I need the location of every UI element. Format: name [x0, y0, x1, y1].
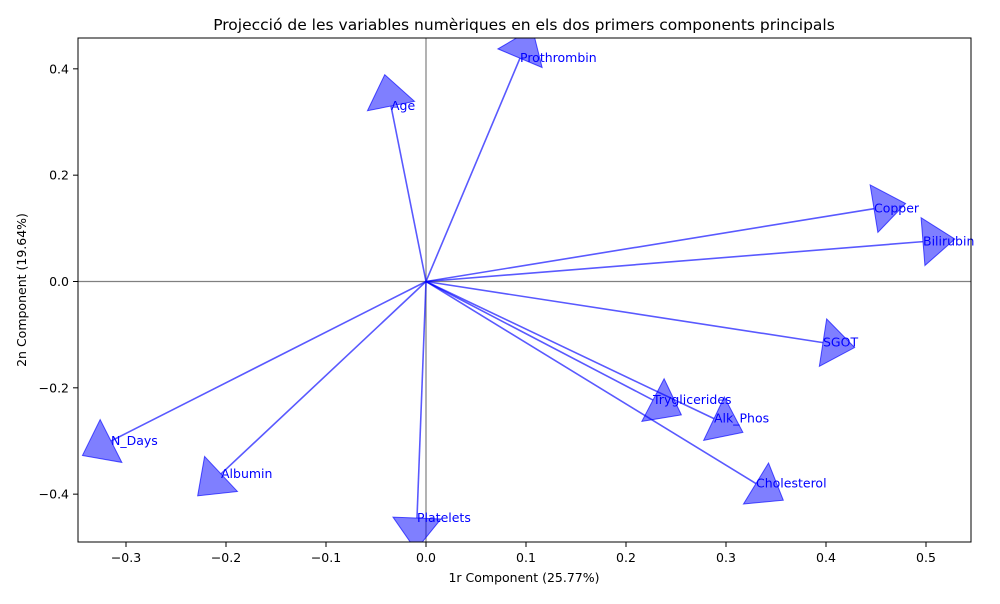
- x-tick-label: 0.0: [416, 550, 436, 565]
- y-axis-label: 2n Component (19.64%): [14, 213, 29, 367]
- x-tick-label: 0.5: [916, 550, 936, 565]
- variable-label-copper: Copper: [874, 201, 920, 216]
- variable-label-alk-phos: Alk_Phos: [714, 411, 769, 426]
- arrow-shaft-prothrombin: [425, 57, 521, 282]
- arrow-head-age: [366, 73, 416, 112]
- arrow-head-alk-phos: [702, 395, 744, 442]
- arrow-shaft-tryglicerides: [425, 280, 654, 401]
- y-tick-label: −0.4: [39, 487, 69, 502]
- x-tick-label: −0.1: [311, 550, 341, 565]
- y-tick-label: 0.4: [49, 61, 69, 76]
- arrow-group: [81, 38, 956, 542]
- y-tick-label: 0.2: [49, 168, 69, 183]
- arrow-head-n-days: [81, 418, 123, 464]
- variable-label-platelets: Platelets: [417, 510, 471, 525]
- variable-label-tryglicerides: Tryglicerides: [652, 392, 732, 407]
- arrow-head-cholesterol: [742, 461, 785, 505]
- y-tick-label: 0.0: [49, 274, 69, 289]
- variable-label-age: Age: [391, 98, 415, 113]
- variable-label-n-days: N_Days: [111, 433, 158, 448]
- plot-frame: [77, 37, 972, 543]
- arrow-shaft-copper: [425, 207, 875, 283]
- variable-label-cholesterol: Cholesterol: [756, 476, 827, 491]
- arrow-shaft-n-days: [110, 280, 427, 442]
- y-tick-label: −0.2: [39, 380, 69, 395]
- x-tick-label: 0.4: [816, 550, 836, 565]
- arrow-head-platelets: [392, 516, 443, 542]
- arrow-shaft-age: [390, 105, 427, 282]
- x-tick-label: −0.2: [211, 550, 241, 565]
- plot-area: N_Days Age Bilirubin Cholesterol Albumin Copp…: [39, 37, 974, 565]
- arrow-head-albumin: [197, 455, 239, 497]
- arrow-shaft-bilirubin: [425, 240, 924, 283]
- x-tick-label: 0.1: [516, 550, 536, 565]
- chart-title: Projecció de les variables numèriques en…: [213, 16, 835, 34]
- arrow-head-bilirubin: [920, 216, 956, 267]
- arrow-head-copper: [869, 184, 907, 234]
- x-tick-label: −0.3: [111, 550, 141, 565]
- variable-label-bilirubin: Bilirubin: [923, 234, 974, 249]
- x-tick-label: 0.2: [616, 550, 636, 565]
- variable-label-sgot: SGOT: [823, 335, 858, 350]
- x-tick-label: 0.3: [716, 550, 736, 565]
- variable-label-albumin: Albumin: [221, 466, 272, 481]
- arrow-head-tryglicerides: [640, 377, 683, 422]
- arrow-head-prothrombin: [496, 38, 543, 69]
- arrow-shaft-cholesterol: [425, 280, 757, 485]
- arrow-shaft-sgot: [425, 280, 824, 344]
- x-axis-label: 1r Component (25.77%): [448, 570, 599, 585]
- arrow-shaft-albumin: [220, 280, 427, 475]
- arrow-head-sgot: [818, 317, 856, 368]
- variable-label-prothrombin: Prothrombin: [520, 50, 597, 65]
- arrow-shaft-platelets: [416, 281, 427, 519]
